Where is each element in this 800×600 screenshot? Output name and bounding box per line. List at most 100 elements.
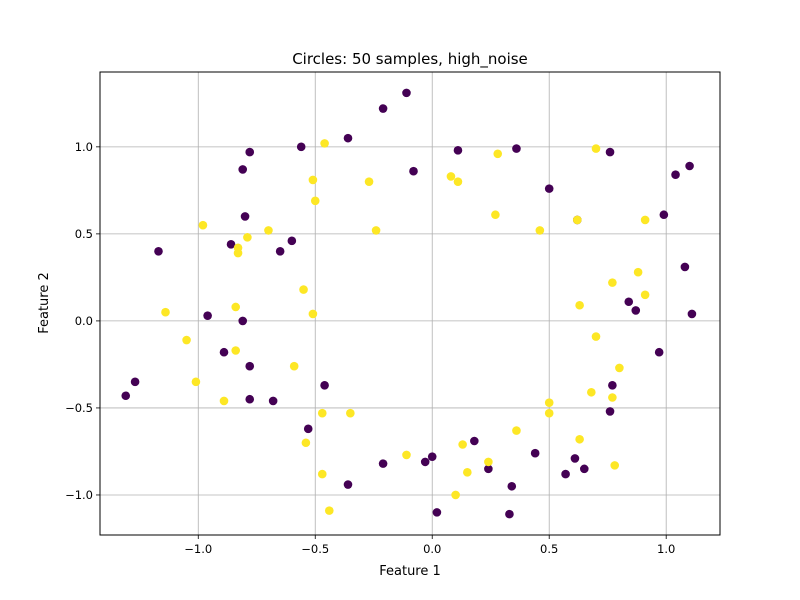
data-point-class-0 xyxy=(296,142,306,152)
data-point-class-1 xyxy=(161,307,170,317)
y-tick-label: −0.5 xyxy=(65,401,93,415)
data-point-class-0 xyxy=(320,381,329,390)
data-point-class-1 xyxy=(289,361,299,371)
data-point-class-1 xyxy=(453,177,463,186)
data-point-class-0 xyxy=(378,459,388,468)
data-point-class-0 xyxy=(680,262,690,272)
data-point-class-1 xyxy=(346,408,355,418)
data-point-class-0 xyxy=(687,309,697,319)
data-point-class-1 xyxy=(535,226,545,235)
data-point-class-0 xyxy=(561,469,570,479)
data-point-class-0 xyxy=(219,347,229,357)
data-point-class-1 xyxy=(317,469,327,479)
data-point-class-0 xyxy=(570,454,580,463)
data-point-class-0 xyxy=(154,246,163,256)
data-point-class-0 xyxy=(432,508,442,517)
data-point-class-1 xyxy=(640,215,650,225)
data-point-class-1 xyxy=(198,220,208,230)
points-layer xyxy=(121,88,697,519)
data-point-class-0 xyxy=(238,165,248,174)
data-point-class-0 xyxy=(608,381,617,390)
data-point-class-0 xyxy=(512,144,521,153)
data-point-class-1 xyxy=(402,450,411,460)
data-point-class-1 xyxy=(310,196,320,206)
data-point-class-1 xyxy=(575,434,584,444)
data-point-class-0 xyxy=(453,146,463,155)
data-point-class-0 xyxy=(631,306,641,315)
data-point-class-1 xyxy=(233,248,243,258)
data-point-class-1 xyxy=(484,457,493,467)
data-point-class-0 xyxy=(659,210,669,220)
x-tick-label: −1.0 xyxy=(184,542,212,556)
data-point-class-1 xyxy=(446,172,456,181)
data-point-class-1 xyxy=(493,149,503,159)
data-point-class-1 xyxy=(608,393,617,402)
y-tick-label: 1.0 xyxy=(75,140,93,154)
data-point-class-1 xyxy=(575,300,584,310)
data-point-class-1 xyxy=(191,377,201,387)
y-axis-label: Feature 2 xyxy=(37,272,52,334)
data-point-class-1 xyxy=(591,332,601,341)
data-point-class-0 xyxy=(530,448,540,458)
data-point-class-1 xyxy=(572,215,582,225)
data-point-class-0 xyxy=(507,481,517,491)
data-point-class-1 xyxy=(231,346,240,355)
data-point-class-1 xyxy=(301,438,311,448)
data-point-class-1 xyxy=(231,302,240,312)
data-point-class-0 xyxy=(287,236,297,246)
data-point-class-0 xyxy=(654,347,664,357)
data-point-class-1 xyxy=(512,426,521,435)
data-point-class-1 xyxy=(640,290,650,300)
data-point-class-1 xyxy=(324,506,334,515)
x-axis-label: Feature 1 xyxy=(379,564,441,579)
data-point-class-1 xyxy=(544,408,554,418)
data-point-class-1 xyxy=(544,398,554,408)
chart-title: Circles: 50 samples, high_noise xyxy=(292,50,528,69)
data-point-class-0 xyxy=(605,407,615,416)
data-point-class-0 xyxy=(245,361,255,371)
data-point-class-1 xyxy=(615,363,624,373)
y-tick-label: 0.0 xyxy=(75,314,93,328)
data-point-class-0 xyxy=(245,394,255,404)
data-point-class-1 xyxy=(320,139,329,148)
data-point-class-0 xyxy=(402,88,411,98)
data-point-class-0 xyxy=(268,396,278,406)
data-point-class-1 xyxy=(317,408,327,418)
data-point-class-1 xyxy=(308,175,318,185)
data-point-class-1 xyxy=(463,468,472,477)
data-point-class-0 xyxy=(685,161,694,171)
data-point-class-0 xyxy=(203,311,212,320)
data-point-class-1 xyxy=(491,210,500,220)
data-point-class-0 xyxy=(378,104,388,113)
data-point-class-1 xyxy=(364,177,374,186)
data-point-class-1 xyxy=(608,278,617,287)
data-point-class-0 xyxy=(484,464,493,474)
x-tick-label: −0.5 xyxy=(301,542,329,556)
data-point-class-0 xyxy=(275,246,285,256)
data-point-class-1 xyxy=(264,226,273,235)
data-point-class-0 xyxy=(343,133,353,143)
data-point-class-1 xyxy=(610,461,620,470)
data-point-class-0 xyxy=(303,424,313,434)
data-point-class-0 xyxy=(226,240,236,249)
plot-frame xyxy=(99,71,721,536)
x-tick-label: 0.5 xyxy=(540,542,558,556)
data-point-class-0 xyxy=(580,464,589,474)
data-point-class-1 xyxy=(243,233,252,242)
data-point-class-1 xyxy=(182,335,191,345)
data-point-class-1 xyxy=(451,490,460,500)
data-point-class-1 xyxy=(633,267,643,277)
data-point-class-0 xyxy=(427,452,437,461)
data-point-class-0 xyxy=(121,391,131,401)
x-tick-label: 0.0 xyxy=(423,542,441,556)
data-point-class-0 xyxy=(238,316,248,326)
data-point-class-0 xyxy=(671,170,680,179)
data-point-class-1 xyxy=(299,285,308,294)
data-point-class-1 xyxy=(587,387,596,397)
data-point-class-0 xyxy=(240,212,250,221)
data-point-class-0 xyxy=(130,377,140,387)
data-point-class-0 xyxy=(505,509,514,519)
data-point-class-0 xyxy=(470,436,479,446)
